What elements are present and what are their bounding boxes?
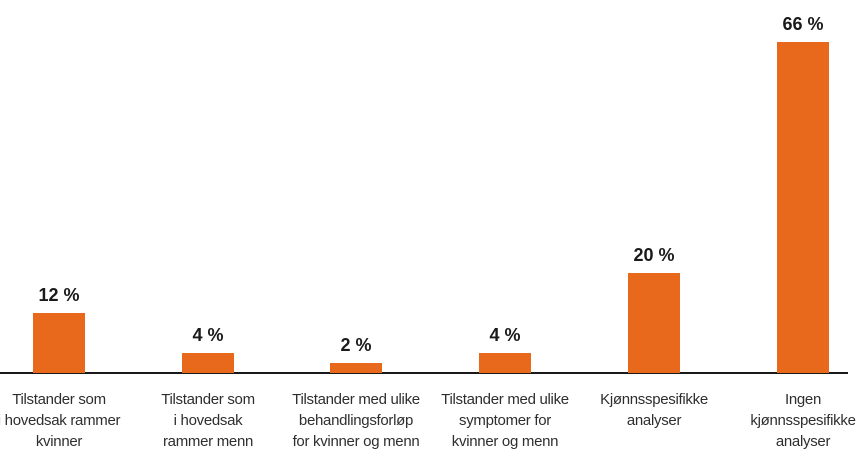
bar (330, 363, 382, 373)
bar-value-label: 4 % (489, 325, 521, 345)
bar-stack: 12 % (0, 0, 134, 373)
bar (33, 313, 85, 373)
bar-column: 66 % Ingen kjønnsspesifikke analyser (729, 0, 856, 452)
bar (777, 42, 829, 373)
bar-category-label: Tilstander som i hovedsak rammer menn (161, 391, 255, 450)
bar-category-label: Ingen kjønnsspesifikke analyser (750, 391, 856, 450)
bar-value-label: 4 % (192, 325, 224, 345)
bar-stack: 20 % (580, 0, 729, 373)
bar-category-label: Tilstander som i hovedsak rammer kvinner (0, 391, 121, 450)
bar-stack: 2 % (282, 0, 431, 373)
x-axis-line (0, 372, 848, 374)
bar-value-label: 12 % (38, 285, 80, 305)
bar-value-label: 66 % (782, 14, 824, 34)
bar (182, 353, 234, 373)
bar-column: 4 % Tilstander med ulike symptomer for k… (431, 0, 580, 452)
bar-value-label: 2 % (340, 335, 372, 355)
bar (628, 273, 680, 373)
bar-column: 12 % Tilstander som i hovedsak rammer kv… (0, 0, 134, 452)
bar-column: 2 % Tilstander med ulike behandlingsforl… (282, 0, 431, 452)
bar-stack: 66 % (729, 0, 856, 373)
bar-category-label: Tilstander med ulike behandlingsforløp f… (292, 391, 420, 450)
bar-stack: 4 % (431, 0, 580, 373)
bar-column: 4 % Tilstander som i hovedsak rammer men… (134, 0, 283, 452)
bar-value-label: 20 % (633, 245, 675, 265)
bar (479, 353, 531, 373)
bar-column: 20 % Kjønnsspesifikke analyser (580, 0, 729, 431)
bar-category-label: Kjønnsspesifikke analyser (600, 391, 708, 429)
bar-stack: 4 % (134, 0, 283, 373)
bar-category-label: Tilstander med ulike symptomer for kvinn… (441, 391, 569, 450)
